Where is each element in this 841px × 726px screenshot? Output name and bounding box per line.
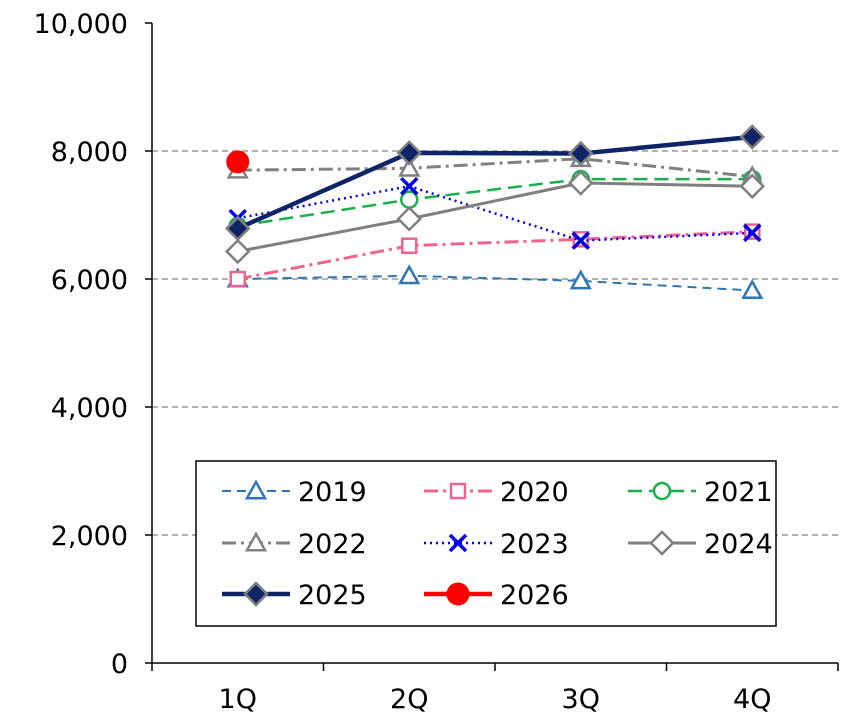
data-point-2025-4Q (739, 124, 766, 150)
series-2022 (226, 147, 764, 186)
data-point-2025-1Q (224, 215, 251, 242)
legend-label: 2026 (500, 580, 569, 611)
series-line-2021 (237, 177, 753, 228)
data-point-2019-2Q (398, 264, 421, 285)
series-line-2019 (237, 274, 753, 292)
legend-label: 2024 (704, 529, 773, 560)
y-tick-label: 2,000 (51, 521, 128, 552)
series-2020 (229, 223, 761, 288)
legend-label: 2025 (298, 580, 367, 611)
series-2021 (228, 169, 762, 236)
series-line-2022 (237, 157, 753, 179)
legend-swatch-marker (244, 531, 268, 552)
x-tick-label: 2Q (390, 684, 428, 715)
series-2024 (224, 170, 766, 265)
data-point-2025-2Q (396, 140, 423, 166)
data-point-2019-3Q (569, 269, 592, 290)
x-tick-label: 3Q (562, 684, 600, 715)
data-point-2024-4Q (739, 173, 766, 199)
legend-swatch-marker (649, 530, 675, 556)
data-point-2019-4Q (741, 278, 764, 299)
data-point-2020-1Q (229, 270, 246, 288)
y-tick-label: 6,000 (51, 265, 128, 296)
legend-item-2020: 2020 (424, 477, 569, 508)
legend-item-2021: 2021 (628, 477, 773, 508)
x-tick-label: 1Q (219, 684, 257, 715)
series-layer (224, 124, 766, 299)
legend-swatch-marker (244, 479, 268, 500)
legend-item-2022: 2022 (222, 529, 367, 560)
axis-layer: 0 2,000 4,000 6,000 8,000 10,000 1Q 2Q 3Q 4Q (34, 9, 839, 715)
y-tick-label: 4,000 (51, 393, 128, 424)
legend-swatch-marker (652, 481, 672, 501)
legend-label: 2022 (298, 529, 367, 560)
data-point-2026-1Q (226, 150, 250, 174)
y-tick-label: 0 (111, 649, 128, 680)
legend-swatch-marker (449, 482, 467, 500)
legend-item-2026: 2026 (424, 580, 569, 611)
legend-item-2024: 2024 (628, 529, 773, 560)
legend-label: 2020 (500, 477, 569, 508)
data-point-2025-3Q (567, 140, 594, 167)
x-tick-label: 4Q (733, 684, 771, 715)
data-point-2022-2Q (398, 156, 421, 177)
y-tick-label: 10,000 (34, 9, 128, 40)
y-tick-label: 8,000 (51, 137, 128, 168)
series-line-2025 (236, 134, 753, 231)
legend-label: 2023 (500, 529, 569, 560)
series-2026 (226, 150, 250, 174)
data-point-2023-3Q (571, 231, 590, 250)
legend-label: 2019 (298, 477, 367, 508)
legend-item-2023: 2023 (424, 529, 569, 560)
legend: 2019 2020 2021 2022 2023 2024 2025 2026 (195, 460, 777, 627)
series-line-2024 (237, 181, 753, 253)
data-point-2024-2Q (396, 206, 423, 232)
series-2025 (224, 124, 766, 242)
legend-label: 2021 (704, 477, 773, 508)
data-point-2023-4Q (743, 223, 762, 243)
legend-swatch-marker (446, 582, 470, 606)
series-line-2023 (237, 184, 753, 242)
legend-item-2025: 2025 (222, 580, 367, 611)
data-point-2023-2Q (400, 176, 419, 196)
data-point-2020-2Q (401, 237, 418, 254)
legend-swatch-marker (243, 581, 269, 607)
legend-item-2019: 2019 (222, 477, 367, 508)
series-2019 (226, 264, 764, 299)
legend-swatch-marker (448, 533, 468, 553)
data-point-2024-3Q (567, 170, 594, 196)
series-2023 (228, 176, 762, 250)
series-line-2020 (237, 230, 753, 281)
data-point-2024-1Q (224, 238, 251, 265)
